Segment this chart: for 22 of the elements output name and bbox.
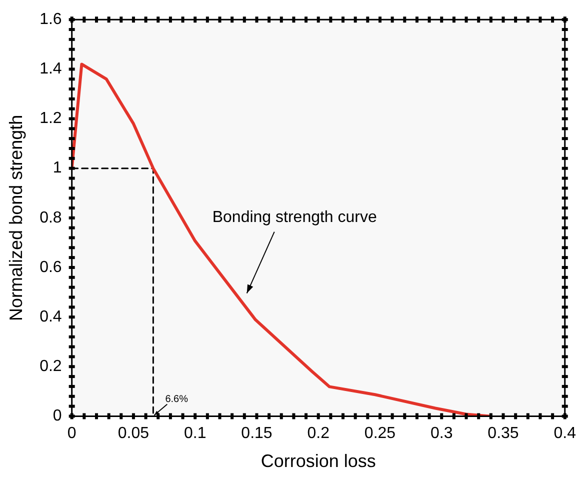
annotation: Bonding strength curve	[212, 209, 378, 226]
x-tick-label: 0.3	[430, 425, 453, 442]
y-tick-label: 1.6	[40, 11, 62, 28]
y-tick-label: 0.2	[40, 358, 62, 376]
y-tick-label: 0.6	[40, 258, 62, 276]
x-tick-label: 0.05	[118, 425, 150, 442]
x-tick-label: 0.4	[554, 425, 576, 442]
x-tick-label: 0.35	[488, 425, 519, 442]
y-tick-label: 0.8	[40, 209, 62, 226]
y-tick-label: 0.4	[40, 308, 62, 326]
x-axis-title: Corrosion loss	[260, 451, 376, 472]
y-tick-label: 1.4	[40, 60, 62, 78]
x-tick-label: 0.2	[307, 425, 330, 442]
y-tick-label: 1	[52, 160, 62, 177]
x-tick-label: 0.1	[184, 425, 206, 442]
x-tick-label: 0.15	[241, 425, 272, 442]
y-axis-title: Normalized bond strength	[6, 114, 26, 321]
y-tick-label: 1.2	[40, 110, 62, 128]
y-tick-label: 0	[52, 408, 62, 425]
x-tick-label: 0.25	[364, 425, 396, 442]
annotation: 6.6%	[165, 394, 188, 405]
x-tick-label: 0	[67, 425, 76, 442]
